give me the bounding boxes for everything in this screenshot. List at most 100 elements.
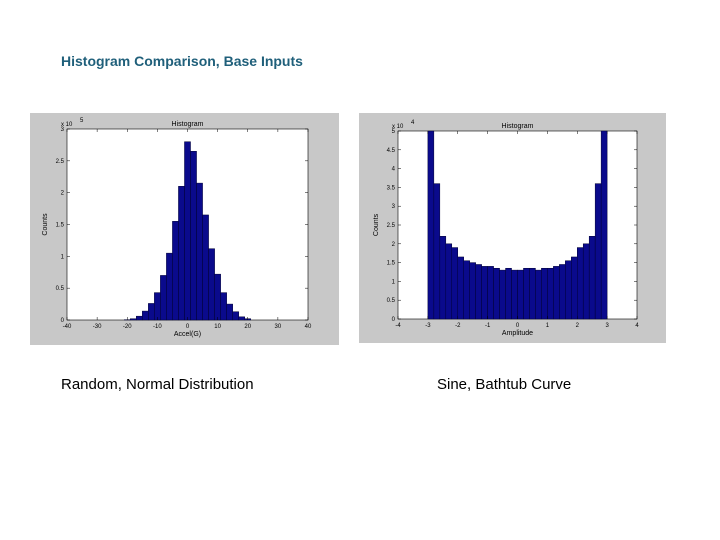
y-axis-label: Counts bbox=[42, 213, 49, 236]
histogram-bar bbox=[214, 273, 221, 321]
x-tick-label: 10 bbox=[214, 324, 221, 330]
y-tick-label: 1.5 bbox=[387, 261, 396, 267]
histogram-bar bbox=[594, 183, 602, 320]
histogram-bar bbox=[232, 311, 239, 321]
histogram-bar bbox=[457, 256, 464, 320]
histogram-bar bbox=[208, 248, 215, 321]
x-tick-label: 30 bbox=[275, 324, 282, 330]
y-tick-label: 3 bbox=[61, 127, 65, 133]
x-tick-label: -4 bbox=[395, 323, 401, 329]
figure-normal-histogram: -40 -30 -20 -10 0 10 20 30 40 0 0.5 1 1.5 2 2.5 3 Histog… bbox=[30, 113, 339, 345]
histogram-bar bbox=[190, 151, 197, 321]
figure-sine-histogram: -4 -3 -2 -1 0 1 2 3 4 0 0.5 1 1.5 2 2.5 3 3.5 4 4.5 5 Histog… bbox=[359, 113, 666, 343]
histogram-bar bbox=[445, 243, 453, 320]
histogram-bar bbox=[154, 292, 161, 321]
y-tick-label: 1 bbox=[61, 254, 65, 260]
histogram-bar bbox=[577, 247, 584, 320]
histogram-bar bbox=[481, 266, 488, 320]
y-tick-label: 2.5 bbox=[387, 223, 396, 229]
y-axis-label: Counts bbox=[373, 213, 380, 236]
histogram-bar bbox=[451, 247, 459, 320]
x-axis-label: Amplitude bbox=[502, 330, 533, 337]
y-tick-label: 2.5 bbox=[56, 159, 65, 165]
exponent-power: 5 bbox=[80, 118, 84, 124]
exponent-label: x 10 bbox=[392, 124, 404, 130]
histogram-bar bbox=[511, 269, 518, 320]
histogram-bar bbox=[178, 186, 185, 321]
y-tick-label: 5 bbox=[392, 129, 396, 135]
x-tick-label: -2 bbox=[455, 323, 461, 329]
histogram-bar bbox=[475, 264, 482, 320]
x-tick-label: -3 bbox=[425, 323, 431, 329]
x-tick-label: 4 bbox=[635, 323, 639, 329]
x-tick-label: 0 bbox=[516, 323, 520, 329]
histogram-bar bbox=[184, 141, 191, 321]
histogram-bar bbox=[142, 310, 149, 321]
histogram-bar bbox=[130, 318, 137, 321]
y-tick-label: 3.5 bbox=[387, 185, 396, 191]
histogram-bar bbox=[523, 267, 530, 320]
y-tick-label: 1.5 bbox=[56, 223, 65, 229]
x-tick-label: 3 bbox=[605, 323, 609, 329]
histogram-bar bbox=[571, 256, 578, 320]
y-tick-label: 0 bbox=[392, 317, 396, 323]
histogram-bar bbox=[427, 130, 435, 320]
x-tick-label: -10 bbox=[153, 324, 162, 330]
x-tick-label: 0 bbox=[186, 324, 190, 330]
histogram-bar bbox=[220, 292, 227, 321]
histogram-bar bbox=[493, 267, 500, 320]
histogram-bar bbox=[553, 266, 560, 320]
caption-sine: Sine, Bathtub Curve bbox=[437, 376, 572, 393]
slide-title: Histogram Comparison, Base Inputs bbox=[61, 53, 303, 69]
histogram-bar bbox=[559, 264, 566, 320]
x-tick-label: 40 bbox=[305, 324, 312, 330]
x-tick-label: -1 bbox=[485, 323, 491, 329]
histogram-bar bbox=[439, 236, 447, 320]
histogram-bar bbox=[535, 269, 542, 320]
histogram-bar bbox=[588, 236, 596, 320]
x-tick-label: 2 bbox=[576, 323, 580, 329]
histogram-bar bbox=[565, 260, 572, 320]
histogram-bar bbox=[202, 214, 209, 321]
y-tick-label: 4 bbox=[392, 167, 396, 173]
caption-normal: Random, Normal Distribution bbox=[61, 376, 254, 393]
histogram-bar bbox=[487, 266, 494, 320]
y-tick-label: 2 bbox=[392, 242, 396, 248]
x-tick-label: -30 bbox=[93, 324, 102, 330]
histogram-bar bbox=[469, 262, 476, 320]
y-tick-label: 0.5 bbox=[387, 298, 396, 304]
histogram-bar bbox=[505, 267, 512, 320]
x-tick-label: -20 bbox=[123, 324, 132, 330]
histogram-bar bbox=[238, 316, 245, 321]
histogram-bar bbox=[541, 267, 548, 320]
histogram-bar bbox=[582, 243, 590, 320]
chart-title: Histogram bbox=[502, 123, 534, 130]
histogram-bar bbox=[529, 267, 536, 320]
y-tick-label: 4.5 bbox=[387, 148, 396, 154]
y-tick-label: 2 bbox=[61, 191, 65, 197]
histogram-bar bbox=[160, 275, 167, 321]
histogram-bar bbox=[166, 252, 173, 321]
chart-title: Histogram bbox=[172, 121, 204, 128]
histogram-bar bbox=[172, 221, 179, 321]
histogram-bar bbox=[433, 183, 441, 320]
x-tick-label: 20 bbox=[244, 324, 251, 330]
histogram-bar bbox=[196, 182, 203, 321]
histogram-bar bbox=[547, 267, 554, 320]
y-tick-label: 0.5 bbox=[56, 286, 65, 292]
histogram-bar bbox=[226, 303, 233, 321]
exponent-power: 4 bbox=[411, 120, 415, 126]
histogram-bar bbox=[463, 260, 470, 320]
histogram-bar bbox=[148, 303, 155, 321]
normal-histogram-chart: -40 -30 -20 -10 0 10 20 30 40 0 0.5 1 1.5 2 2.5 3 Histog… bbox=[42, 118, 312, 338]
x-axis-label: Accel(G) bbox=[174, 331, 201, 338]
y-tick-label: 1 bbox=[392, 279, 396, 285]
histogram-bar bbox=[600, 130, 608, 320]
x-tick-label: -40 bbox=[63, 324, 72, 330]
y-tick-label: 3 bbox=[392, 204, 396, 210]
exponent-label: x 10 bbox=[61, 122, 73, 128]
x-tick-label: 1 bbox=[546, 323, 550, 329]
y-tick-label: 0 bbox=[61, 318, 65, 324]
histogram-bar bbox=[517, 269, 524, 320]
sine-histogram-chart: -4 -3 -2 -1 0 1 2 3 4 0 0.5 1 1.5 2 2.5 3 3.5 4 4.5 5 Histog… bbox=[373, 120, 639, 337]
